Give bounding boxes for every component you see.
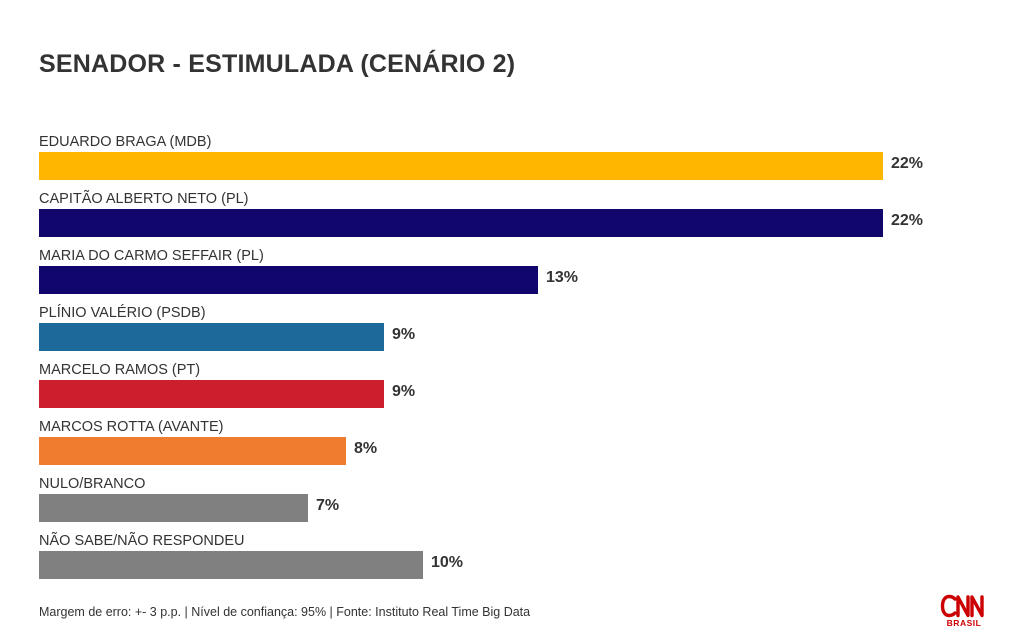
bar-label: EDUARDO BRAGA (MDB) <box>39 134 212 150</box>
bar <box>39 152 883 180</box>
bar-label: NÃO SABE/NÃO RESPONDEU <box>39 533 245 549</box>
bar-value-label: 10% <box>431 554 464 571</box>
bar-chart: EDUARDO BRAGA (MDB) 22% CAPITÃO ALBERTO NE… <box>39 131 979 587</box>
bar-row: MARIA DO CARMO SEFFAIR (PL) 13% <box>39 245 979 302</box>
bar-row: EDUARDO BRAGA (MDB) 22% <box>39 131 979 188</box>
cnn-logo-icon <box>940 594 984 618</box>
bar-value-label: 7% <box>316 497 340 514</box>
bar <box>39 380 384 408</box>
chart-title: SENADOR - ESTIMULADA (CENÁRIO 2) <box>39 50 516 78</box>
bar-label: PLÍNIO VALÉRIO (PSDB) <box>39 305 206 321</box>
bar <box>39 266 538 294</box>
bar-row: CAPITÃO ALBERTO NETO (PL) 22% <box>39 188 979 245</box>
bar-value-label: 13% <box>546 269 579 286</box>
bar-label: MARIA DO CARMO SEFFAIR (PL) <box>39 248 264 264</box>
bar-row: MARCOS ROTTA (AVANTE) 8% <box>39 416 979 473</box>
bar-row: PLÍNIO VALÉRIO (PSDB) 9% <box>39 302 979 359</box>
footer-note: Margem de erro: +- 3 p.p. | Nível de con… <box>39 605 531 619</box>
bar-label: MARCOS ROTTA (AVANTE) <box>39 419 224 435</box>
bar-value-label: 9% <box>392 326 416 343</box>
bar-row: MARCELO RAMOS (PT) 9% <box>39 359 979 416</box>
logo-subtext: BRASIL <box>946 618 982 628</box>
bar <box>39 209 883 237</box>
bar-label: NULO/BRANCO <box>39 476 146 492</box>
bar-value-label: 9% <box>392 383 416 400</box>
bar-value-label: 22% <box>891 155 924 172</box>
bar-value-label: 22% <box>891 212 924 229</box>
bar-row: NÃO SABE/NÃO RESPONDEU 10% <box>39 530 979 587</box>
bar-label: MARCELO RAMOS (PT) <box>39 362 201 378</box>
cnn-brasil-logo: BRASIL <box>936 594 994 630</box>
bar <box>39 437 346 465</box>
bar-value-label: 8% <box>354 440 378 457</box>
bar-label: CAPITÃO ALBERTO NETO (PL) <box>39 191 249 207</box>
bar <box>39 494 308 522</box>
bar <box>39 551 423 579</box>
bar-row: NULO/BRANCO 7% <box>39 473 979 530</box>
bar <box>39 323 384 351</box>
